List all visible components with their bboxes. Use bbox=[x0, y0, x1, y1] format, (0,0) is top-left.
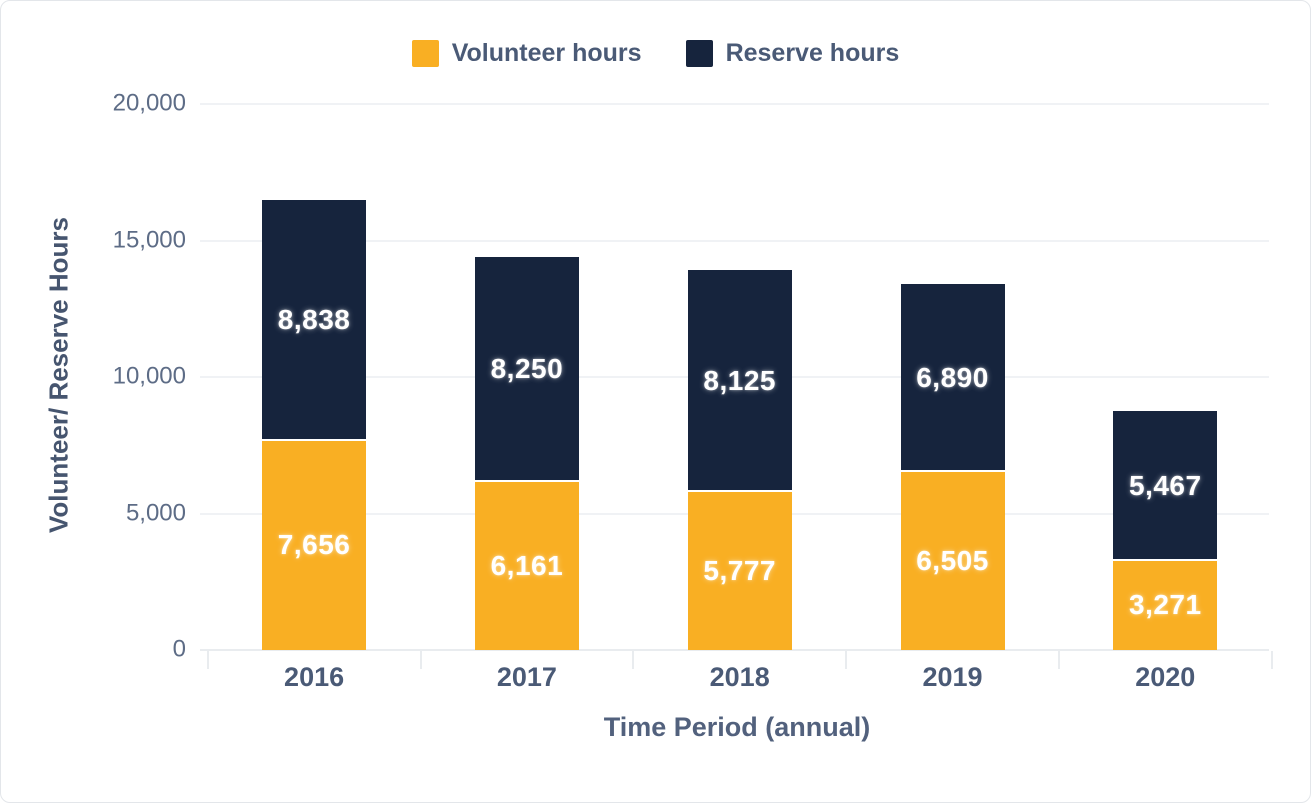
legend-item-volunteer-hours[interactable]: Volunteer hours bbox=[411, 39, 642, 68]
bar-segment-reserve-hours-2017[interactable] bbox=[474, 256, 579, 482]
y-tick-label-0: 0 bbox=[172, 635, 186, 663]
bar-segment-volunteer-hours-2018[interactable] bbox=[687, 492, 792, 650]
gridline-20000 bbox=[200, 103, 1269, 105]
y-tick-label-20000: 20,000 bbox=[112, 89, 186, 117]
legend-label-volunteer-hours: Volunteer hours bbox=[451, 39, 642, 67]
y-tick-label-5000: 5,000 bbox=[125, 498, 186, 526]
legend-label-reserve-hours: Reserve hours bbox=[725, 39, 900, 67]
gridline-15000 bbox=[200, 239, 1269, 242]
y-tick-label-15000: 15,000 bbox=[112, 225, 186, 253]
legend: Volunteer hours Reserve hours bbox=[1, 39, 1310, 68]
x-axis-tick bbox=[1057, 651, 1060, 669]
x-axis-tick bbox=[632, 651, 635, 669]
x-tick-label-2020: 2020 bbox=[1135, 662, 1196, 692]
x-tick-label-2017: 2017 bbox=[496, 662, 557, 692]
bar-segment-reserve-hours-2020[interactable] bbox=[1113, 411, 1218, 561]
x-axis-tick bbox=[845, 651, 848, 669]
x-tick-label-2018: 2018 bbox=[709, 662, 770, 692]
bar-segment-reserve-hours-2018[interactable] bbox=[687, 270, 792, 493]
bar-segment-reserve-hours-2019[interactable] bbox=[900, 284, 1005, 473]
bar-segment-volunteer-hours-2017[interactable] bbox=[474, 481, 579, 650]
x-axis-tick bbox=[419, 651, 422, 669]
x-axis-line bbox=[200, 649, 1269, 651]
x-axis-tick bbox=[1270, 651, 1273, 669]
x-axis-title: Time Period (annual) bbox=[603, 712, 871, 742]
x-tick-label-2019: 2019 bbox=[922, 662, 983, 692]
bar-segment-volunteer-hours-2016[interactable] bbox=[262, 440, 367, 650]
x-tick-label-2016: 2016 bbox=[284, 662, 345, 692]
legend-item-reserve-hours[interactable]: Reserve hours bbox=[685, 39, 900, 68]
volunteer-hours-swatch-icon bbox=[411, 40, 439, 67]
bar-segment-volunteer-hours-2020[interactable] bbox=[1113, 560, 1218, 650]
bar-segment-reserve-hours-2016[interactable] bbox=[262, 199, 367, 441]
bar-segment-volunteer-hours-2019[interactable] bbox=[900, 472, 1005, 650]
reserve-hours-swatch-icon bbox=[685, 40, 713, 67]
y-tick-label-10000: 10,000 bbox=[112, 362, 186, 390]
x-axis-tick bbox=[206, 651, 209, 669]
